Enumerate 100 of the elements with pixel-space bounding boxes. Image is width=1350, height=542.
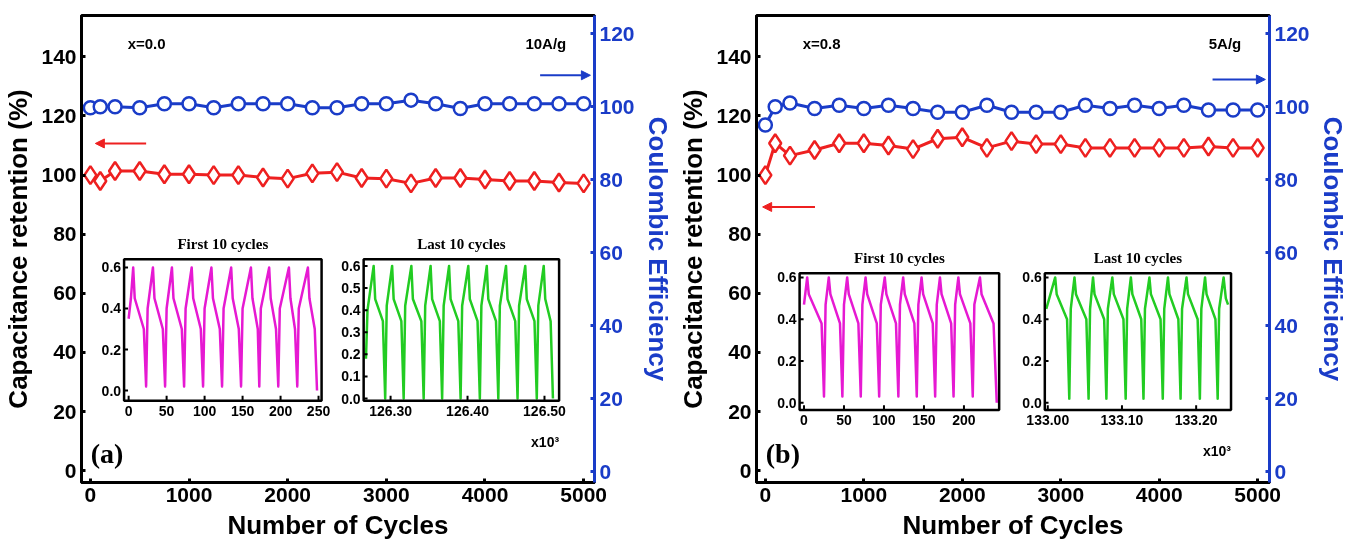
chart-title: First 10 cycles bbox=[177, 236, 269, 253]
y-tick-label: 100 bbox=[41, 163, 77, 187]
point bbox=[881, 135, 896, 156]
point bbox=[767, 132, 783, 154]
x-tick-label: 133.00 bbox=[1026, 412, 1070, 429]
point bbox=[1028, 133, 1044, 155]
x-tick-label: 3000 bbox=[1037, 482, 1085, 506]
point bbox=[230, 96, 247, 112]
point bbox=[576, 173, 591, 194]
y-tick-label: 120 bbox=[41, 103, 77, 127]
y2-tick-label: 40 bbox=[1274, 313, 1298, 337]
annotation: x10³ bbox=[1203, 443, 1232, 460]
y-tick-label: 60 bbox=[53, 281, 77, 305]
y2-axis-title: Coulombic Efficiency bbox=[642, 116, 673, 382]
point bbox=[1225, 137, 1241, 159]
point bbox=[1102, 137, 1118, 159]
y-tick-label: 0.1 bbox=[341, 368, 361, 385]
annotation: x=0.0 bbox=[127, 35, 166, 53]
point bbox=[767, 98, 783, 115]
x-tick-label: 3000 bbox=[362, 482, 410, 506]
point bbox=[526, 96, 543, 112]
point bbox=[379, 168, 394, 189]
x-tick-label: 0 bbox=[84, 482, 97, 506]
x-tick-label: 126.50 bbox=[523, 402, 567, 419]
y-axis-title: Capacitance retention (%) bbox=[678, 89, 709, 409]
x-tick-label: 150 bbox=[912, 412, 936, 429]
point bbox=[181, 163, 197, 185]
point bbox=[1077, 97, 1094, 113]
point bbox=[1151, 100, 1167, 117]
y2-tick-label: 100 bbox=[1274, 94, 1310, 118]
point bbox=[255, 96, 271, 112]
y-tick-label: 0.6 bbox=[777, 269, 797, 286]
line-series bbox=[127, 266, 319, 392]
point bbox=[329, 100, 345, 116]
y-tick-label: 0.2 bbox=[101, 341, 122, 358]
x-tick-label: 250 bbox=[306, 402, 331, 419]
point bbox=[304, 100, 321, 116]
point bbox=[205, 100, 222, 116]
y-axis-title: Capacitance retention (%) bbox=[3, 89, 34, 409]
y-tick-label: 0.2 bbox=[777, 353, 797, 370]
point bbox=[831, 97, 847, 113]
point bbox=[403, 92, 419, 108]
point bbox=[107, 160, 123, 182]
x-tick-label: 50 bbox=[836, 412, 852, 429]
x-tick-label: 0 bbox=[124, 402, 133, 419]
x-tick-label: 4000 bbox=[461, 482, 509, 506]
y-tick-label: 40 bbox=[728, 340, 752, 364]
point bbox=[1176, 137, 1192, 159]
y-tick-label: 0.6 bbox=[101, 259, 122, 276]
point bbox=[329, 161, 345, 183]
y2-tick-label: 0 bbox=[1274, 459, 1287, 483]
point bbox=[403, 173, 419, 194]
y2-tick-label: 0 bbox=[599, 459, 612, 483]
x-tick-label: 5000 bbox=[1234, 482, 1282, 506]
y-tick-label: 0.4 bbox=[777, 311, 797, 328]
point bbox=[1176, 97, 1192, 113]
y-tick-label: 0.2 bbox=[341, 346, 361, 363]
point bbox=[305, 163, 320, 184]
point bbox=[1126, 97, 1143, 113]
x-axis-title: Number of Cycles bbox=[227, 509, 449, 540]
y-tick-label: 0.0 bbox=[777, 394, 797, 411]
x-tick-label: 133.10 bbox=[1100, 412, 1144, 429]
y2-tick-label: 20 bbox=[599, 386, 623, 410]
y2-tick-label: 20 bbox=[1274, 386, 1298, 410]
chart-title: First 10 cycles bbox=[853, 250, 945, 267]
point bbox=[1201, 136, 1216, 157]
point bbox=[856, 100, 872, 117]
point bbox=[905, 100, 921, 117]
y-tick-label: 0 bbox=[64, 458, 77, 482]
point bbox=[1003, 104, 1020, 120]
point bbox=[929, 104, 946, 120]
annotation: 5A/g bbox=[1208, 35, 1242, 53]
point bbox=[979, 97, 995, 113]
point bbox=[1102, 100, 1118, 117]
x-tick-label: 200 bbox=[268, 402, 293, 419]
y-tick-label: 20 bbox=[728, 399, 752, 423]
x-tick-label: 126.40 bbox=[446, 402, 490, 419]
y-tick-label: 0.5 bbox=[341, 280, 361, 297]
point bbox=[181, 96, 197, 112]
point bbox=[831, 132, 847, 154]
y-tick-label: 80 bbox=[53, 222, 77, 246]
y2-tick-label: 120 bbox=[599, 21, 635, 45]
point bbox=[1151, 137, 1167, 159]
y-tick-label: 0.4 bbox=[341, 302, 361, 319]
y-tick-label: 0.0 bbox=[101, 382, 122, 399]
point bbox=[1053, 133, 1069, 155]
point bbox=[255, 167, 271, 188]
x-tick-label: 100 bbox=[872, 412, 896, 429]
point bbox=[477, 169, 493, 190]
point bbox=[856, 132, 872, 154]
point bbox=[378, 96, 395, 112]
chart-title: Last 10 cycles bbox=[1093, 250, 1183, 267]
x-tick-label: 50 bbox=[158, 402, 175, 419]
x-tick-label: 0 bbox=[759, 482, 772, 506]
point bbox=[131, 100, 148, 116]
point bbox=[955, 127, 970, 148]
x-tick-label: 100 bbox=[192, 402, 217, 419]
point bbox=[880, 97, 897, 113]
x-tick-label: 200 bbox=[952, 412, 976, 429]
y-tick-label: 120 bbox=[716, 103, 752, 127]
